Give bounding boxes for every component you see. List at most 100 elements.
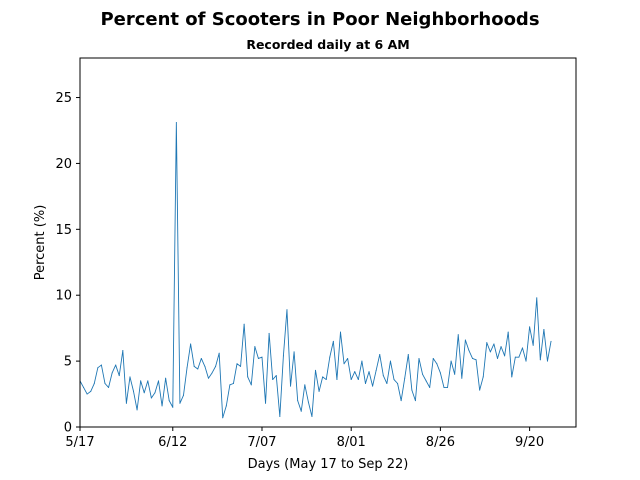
plot-frame [79, 57, 577, 428]
data-point [150, 397, 152, 399]
data-point [497, 357, 498, 359]
data-point [304, 384, 306, 386]
data-point [300, 410, 302, 412]
plot-area [80, 58, 576, 427]
y-axis: 0 5 10 15 20 25 [55, 91, 80, 436]
x-tick-label: 6/12 [158, 435, 187, 450]
plot-background [80, 58, 576, 427]
x-axis-label: Days (May 17 to Sep 22) [248, 457, 409, 472]
data-point [350, 379, 352, 381]
data-point [250, 384, 252, 386]
data-point [525, 360, 527, 362]
chart-title: Percent of Scooters in Poor Neighborhood… [100, 9, 539, 30]
data-point [375, 369, 377, 371]
data-point [93, 383, 95, 385]
data-point [307, 401, 309, 403]
data-point [536, 297, 538, 299]
data-point [315, 369, 317, 371]
data-point [154, 392, 156, 394]
data-point [504, 355, 506, 357]
data-point [122, 350, 124, 352]
data-point [108, 386, 110, 388]
data-point [521, 347, 523, 349]
data-point [479, 389, 481, 391]
data-point [354, 371, 356, 373]
data-point [286, 309, 288, 311]
data-point [439, 372, 441, 374]
data-point [240, 365, 242, 367]
data-point [318, 390, 320, 392]
x-tick-label: 8/26 [426, 435, 455, 450]
data-point [322, 376, 324, 378]
data-point [172, 406, 174, 408]
data-point [100, 364, 102, 366]
x-tick-label: 8/01 [337, 435, 366, 450]
data-point [229, 384, 231, 386]
data-point [218, 352, 220, 354]
series-layer [79, 122, 552, 419]
data-point [368, 371, 370, 373]
data-point [329, 356, 331, 358]
data-point [482, 376, 484, 378]
data-point [404, 377, 406, 379]
data-point [118, 375, 120, 377]
data-point [425, 380, 427, 382]
data-point [179, 402, 181, 404]
data-point [86, 393, 88, 395]
y-tick-label: 5 [64, 355, 72, 370]
data-point [236, 363, 238, 365]
data-point [254, 346, 256, 348]
data-point [257, 357, 259, 359]
data-point [432, 357, 434, 359]
data-point [125, 402, 127, 404]
x-tick-label: 9/20 [515, 435, 544, 450]
data-point [268, 332, 270, 334]
data-point [418, 357, 420, 359]
data-point [493, 343, 495, 345]
data-point [486, 342, 488, 344]
data-point [361, 360, 363, 362]
data-point [90, 390, 92, 392]
data-point [168, 400, 170, 402]
data-point [129, 376, 131, 378]
chart-subtitle: Recorded daily at 6 AM [246, 37, 409, 52]
data-point [461, 377, 463, 379]
y-tick-label: 20 [55, 157, 72, 172]
data-point [297, 400, 299, 402]
data-point [325, 379, 327, 381]
data-point [400, 400, 402, 402]
data-point [140, 380, 142, 382]
data-point [311, 415, 313, 417]
data-point [290, 385, 292, 387]
data-point [372, 385, 374, 387]
data-point [343, 363, 345, 365]
data-point [518, 356, 520, 358]
data-point [511, 376, 513, 378]
data-point [472, 357, 474, 359]
data-point [247, 376, 249, 378]
data-point [136, 409, 138, 411]
y-tick-label: 0 [64, 421, 72, 436]
x-tick-label: 5/17 [65, 435, 94, 450]
y-tick-label: 25 [55, 91, 72, 106]
data-point [550, 340, 552, 342]
data-point [357, 379, 359, 381]
data-point [389, 360, 391, 362]
data-point [532, 344, 534, 346]
data-point [436, 363, 438, 365]
data-point [457, 334, 459, 336]
data-point [464, 339, 466, 341]
data-point [115, 364, 117, 366]
data-point [97, 367, 99, 369]
data-point [232, 383, 234, 385]
data-point [447, 386, 449, 388]
data-point [147, 380, 149, 382]
data-point [197, 368, 199, 370]
data-point [386, 383, 388, 385]
data-point [175, 122, 177, 124]
data-point [293, 351, 295, 353]
y-tick-label: 15 [55, 223, 72, 238]
data-point [265, 402, 267, 404]
data-point [468, 350, 470, 352]
